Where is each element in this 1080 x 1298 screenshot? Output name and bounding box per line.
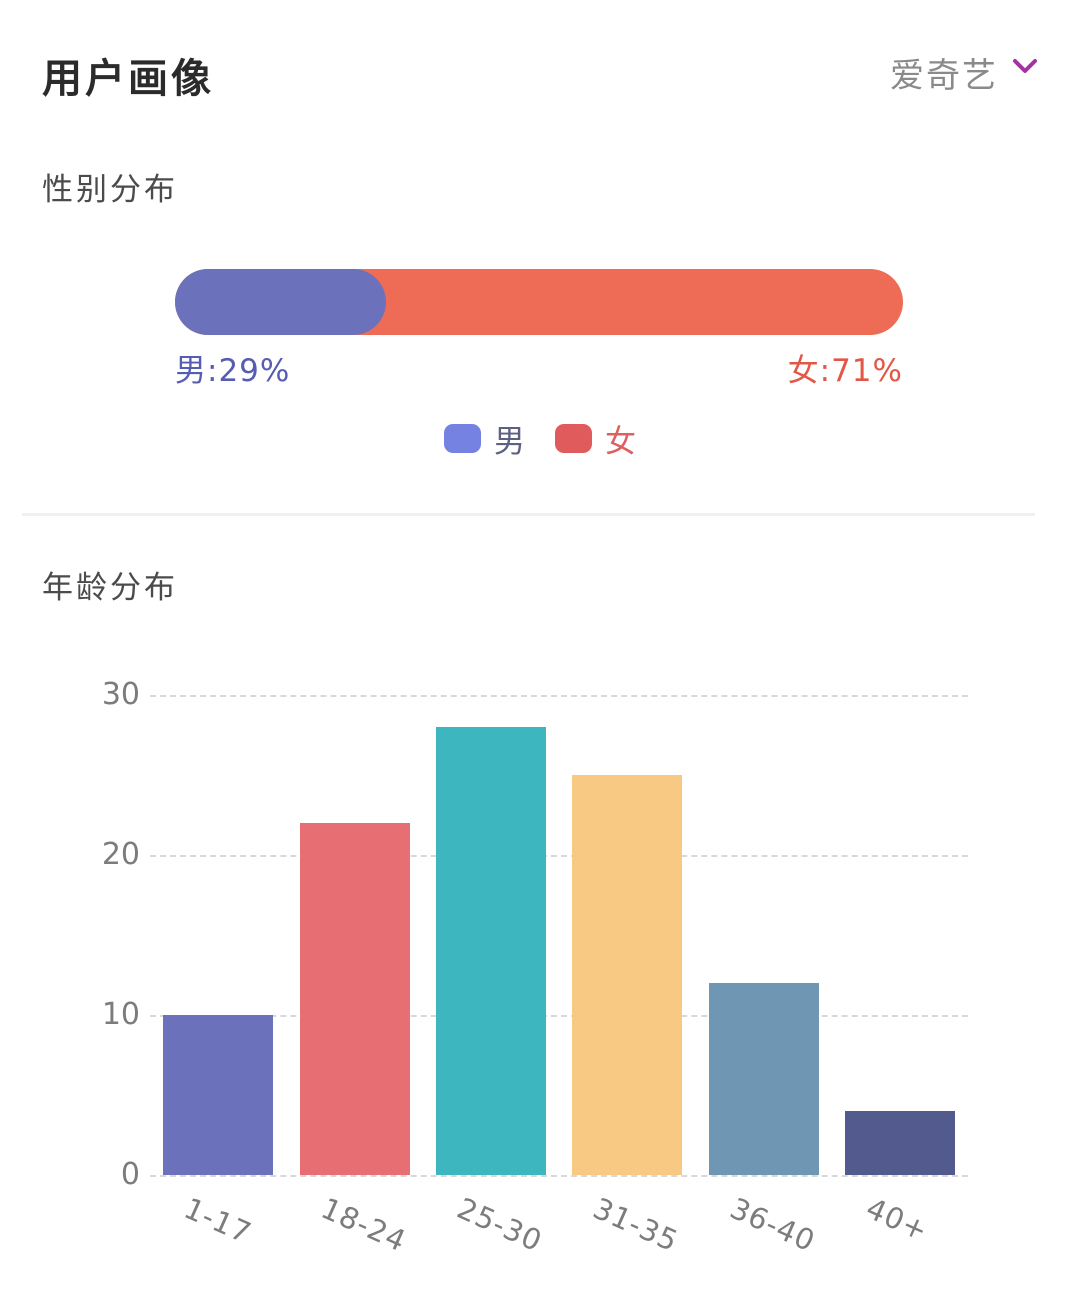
legend-item-female[interactable]: 女 — [555, 416, 636, 461]
gender-bar-labels: 男:29% 女:71% — [175, 345, 903, 390]
page-title: 用户画像 — [42, 56, 214, 102]
gender-section: 性别分布 男:29% 女:71% 男 女 — [42, 164, 1038, 461]
male-percent-label: 男:29% — [175, 353, 291, 389]
age-section-title: 年龄分布 — [42, 570, 178, 606]
age-bar-40+ — [844, 1111, 955, 1175]
age-section: 年龄分布 30 20 10 0 1-17 18-24 25-30 31-35 36-40 40+ — [42, 562, 1038, 1287]
header: 用户画像 爱奇艺 — [42, 46, 1038, 104]
source-dropdown-label: 爱奇艺 — [890, 56, 998, 96]
x-axis-label-18-24: 18-24 — [315, 1191, 412, 1259]
x-axis-label-31-35: 31-35 — [588, 1191, 684, 1259]
legend-item-male[interactable]: 男 — [444, 416, 525, 461]
y-axis-label-10: 10 — [101, 997, 140, 1032]
source-dropdown[interactable]: 爱奇艺 — [890, 48, 1038, 97]
age-bar-31-35 — [572, 775, 683, 1175]
chevron-down-icon — [1012, 58, 1038, 80]
y-axis-label-30: 30 — [101, 677, 140, 712]
female-legend-label: 女 — [605, 424, 636, 460]
male-legend-swatch — [444, 424, 481, 453]
age-bar-25-30 — [435, 727, 546, 1175]
gender-stacked-bar — [175, 269, 903, 335]
age-bar-18-24 — [299, 823, 410, 1175]
x-axis-label-36-40: 36-40 — [724, 1191, 821, 1259]
y-axis-label-0: 0 — [120, 1157, 140, 1192]
section-divider — [22, 513, 1035, 516]
x-axis-label-1-17: 1-17 — [179, 1191, 257, 1251]
gridline-10 — [150, 1015, 968, 1017]
gender-legend: 男 女 — [42, 416, 1038, 461]
gridline-20 — [150, 855, 968, 857]
female-legend-swatch — [555, 424, 592, 453]
age-bar-1-17 — [163, 1015, 274, 1175]
x-axis-label-40+: 40+ — [860, 1191, 934, 1249]
age-chart: 30 20 10 0 1-17 18-24 25-30 31-35 36-40 40+ — [42, 657, 1038, 1287]
y-axis-label-20: 20 — [101, 837, 140, 872]
gridline-0 — [150, 1175, 968, 1177]
female-percent-label: 女:71% — [787, 353, 903, 389]
male-bar-segment — [175, 269, 387, 335]
male-legend-label: 男 — [494, 424, 525, 460]
x-axis-label-25-30: 25-30 — [451, 1191, 548, 1259]
gender-section-title: 性别分布 — [42, 172, 178, 208]
gridline-30 — [150, 695, 968, 697]
age-bar-36-40 — [708, 983, 819, 1175]
